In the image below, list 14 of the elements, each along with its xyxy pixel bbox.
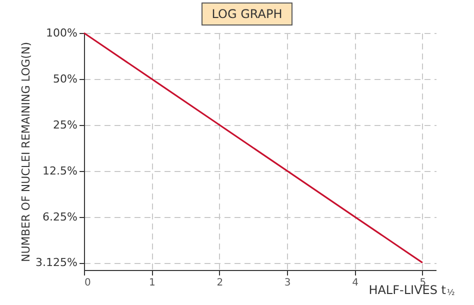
line-series: [83, 32, 424, 264]
y-axis-title: NUMBER OF NUCLEI REMAINING LOG(N): [20, 42, 33, 262]
x-tick-label: 4: [352, 278, 358, 288]
y-tick-label: 25%: [53, 118, 78, 132]
y-tick-label: 6.25%: [42, 210, 78, 224]
y-tick-label: 12.5%: [42, 164, 78, 178]
x-tick-label: 0: [84, 278, 91, 288]
x-tick-label: 2: [216, 278, 224, 288]
y-tick-label: 50%: [53, 72, 78, 86]
y-tick-label: 3.125%: [36, 256, 78, 270]
chart-title: LOG GRAPH: [212, 7, 282, 21]
x-tick-label: 1: [149, 278, 156, 288]
x-tick-label: 3: [284, 278, 291, 288]
y-tick-label: 100%: [46, 26, 78, 40]
